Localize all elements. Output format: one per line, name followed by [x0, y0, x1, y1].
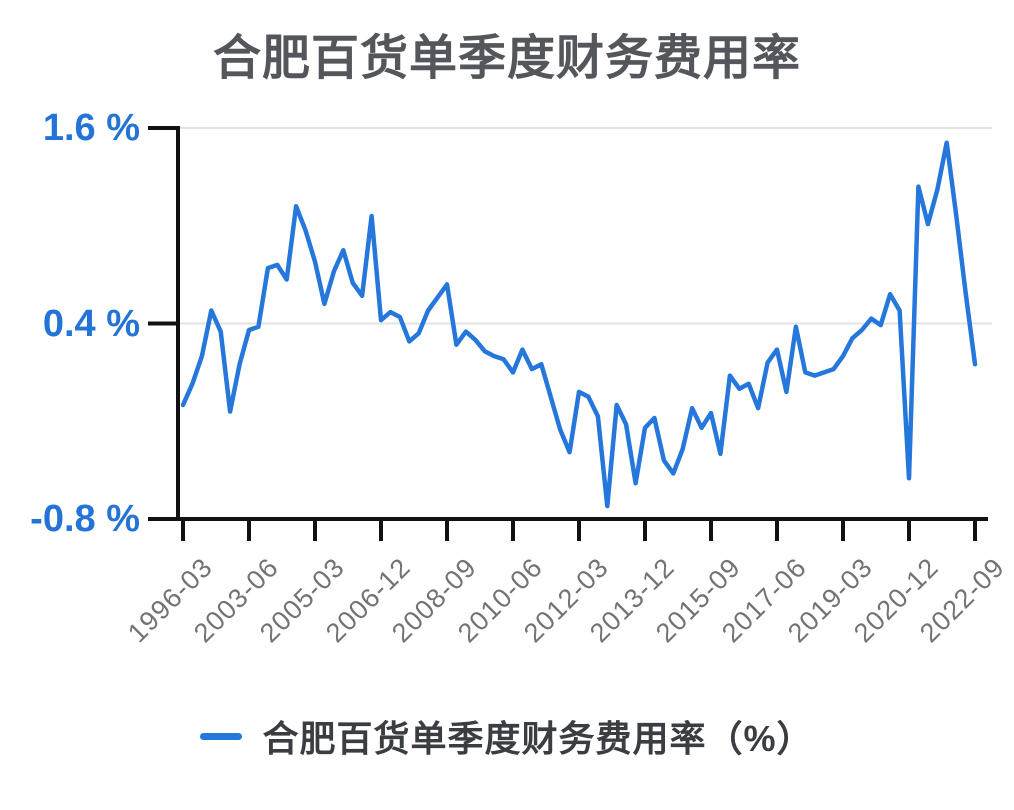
chart-title: 合肥百货单季度财务费用率 — [212, 32, 801, 85]
y-tick-label: 1.6 % — [42, 107, 140, 149]
y-tick-label: -0.8 % — [30, 498, 140, 540]
legend-line-swatch — [200, 732, 243, 740]
series-line — [180, 140, 978, 509]
legend: 合肥百货单季度财务费用率（%） — [0, 710, 1014, 762]
legend-label: 合肥百货单季度财务费用率（%） — [262, 718, 814, 759]
y-tick-label: 0.4 % — [42, 302, 140, 345]
